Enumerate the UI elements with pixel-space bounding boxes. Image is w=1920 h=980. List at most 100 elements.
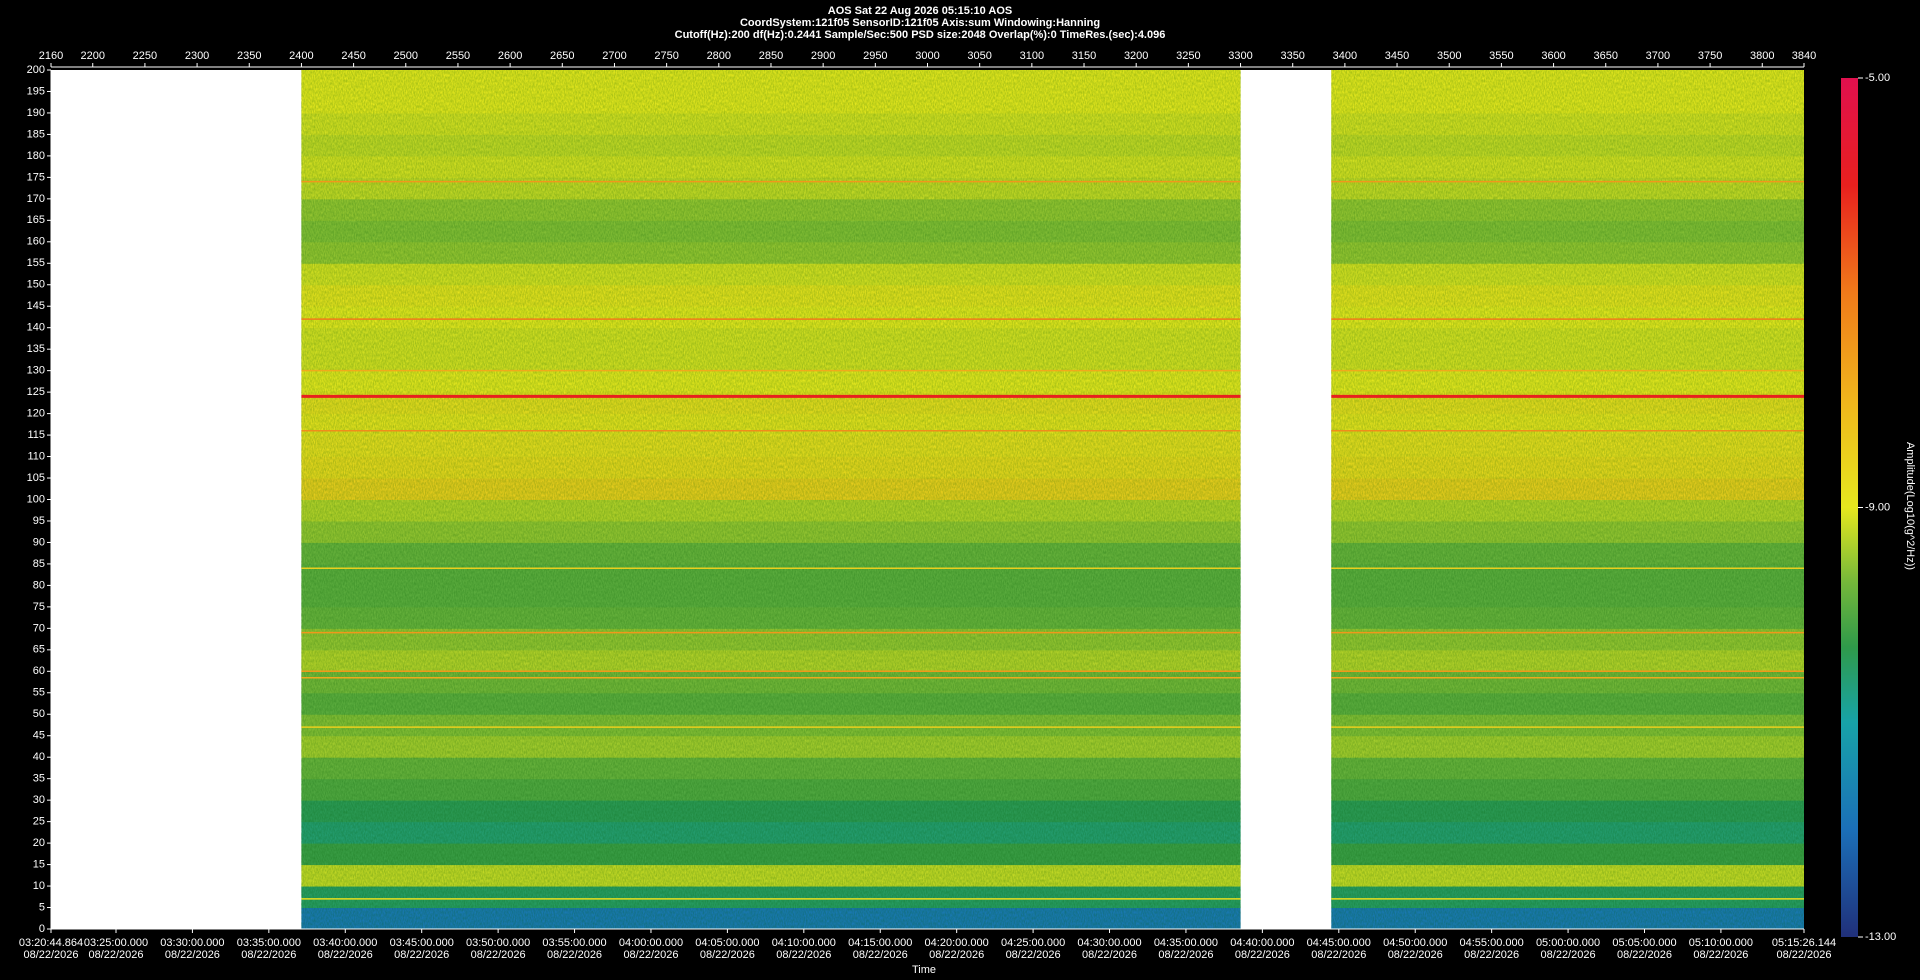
colorbar xyxy=(1841,78,1858,937)
time-tick-label: 03:55:00.000 xyxy=(542,937,606,949)
time-tick-date: 08/22/2026 xyxy=(165,949,220,961)
y-tick-label: 165 xyxy=(27,214,45,226)
x-tick-label: 3600 xyxy=(1541,50,1565,62)
time-tick-label: 04:35:00.000 xyxy=(1154,937,1218,949)
time-tick-date: 08/22/2026 xyxy=(929,949,984,961)
x-tick-label: 2700 xyxy=(602,50,626,62)
y-tick-label: 0 xyxy=(39,923,45,935)
y-tick-label: 105 xyxy=(27,472,45,484)
time-tick-label: 04:45:00.000 xyxy=(1307,937,1371,949)
y-tick-label: 130 xyxy=(27,365,45,377)
time-tick-label: 03:35:00.000 xyxy=(237,937,301,949)
colorbar-label: Amplitude(Log10(g^2/Hz)) xyxy=(1904,442,1916,570)
y-tick-label: 55 xyxy=(33,687,45,699)
y-tick-label: 5 xyxy=(39,901,45,913)
time-tick-label: 04:00:00.000 xyxy=(619,937,683,949)
time-tick-label: 04:40:00.000 xyxy=(1230,937,1294,949)
y-tick-label: 30 xyxy=(33,794,45,806)
y-tick-label: 35 xyxy=(33,773,45,785)
time-tick-date: 08/22/2026 xyxy=(1388,949,1443,961)
y-tick-label: 70 xyxy=(33,622,45,634)
y-tick-label: 75 xyxy=(33,601,45,613)
x-tick-label: 2500 xyxy=(394,50,418,62)
time-tick-date: 08/22/2026 xyxy=(1158,949,1213,961)
chart-title: AOS Sat 22 Aug 2026 05:15:10 AOS xyxy=(828,5,1012,17)
time-tick-date: 08/22/2026 xyxy=(776,949,831,961)
y-tick-label: 40 xyxy=(33,751,45,763)
time-tick-label: 03:20:44.864 xyxy=(19,937,83,949)
y-tick-label: 15 xyxy=(33,858,45,870)
time-tick-date: 08/22/2026 xyxy=(1776,949,1831,961)
time-tick-label: 04:30:00.000 xyxy=(1077,937,1141,949)
y-tick-label: 150 xyxy=(27,279,45,291)
x-tick-label: 3000 xyxy=(915,50,939,62)
y-tick-label: 200 xyxy=(27,64,45,76)
y-tick-label: 135 xyxy=(27,343,45,355)
y-tick-label: 85 xyxy=(33,558,45,570)
x-axis-label: Time xyxy=(912,964,936,976)
y-tick-label: 45 xyxy=(33,730,45,742)
time-tick-date: 08/22/2026 xyxy=(471,949,526,961)
time-tick-date: 08/22/2026 xyxy=(547,949,602,961)
time-tick-date: 08/22/2026 xyxy=(23,949,78,961)
time-tick-date: 08/22/2026 xyxy=(623,949,678,961)
x-tick-label: 3840 xyxy=(1792,50,1816,62)
y-tick-label: 170 xyxy=(27,193,45,205)
time-tick-date: 08/22/2026 xyxy=(88,949,143,961)
y-tick-label: 10 xyxy=(33,880,45,892)
x-tick-label: 2850 xyxy=(759,50,783,62)
time-tick-label: 04:20:00.000 xyxy=(925,937,989,949)
noise-texture xyxy=(301,70,1241,929)
time-tick-label: 04:25:00.000 xyxy=(1001,937,1065,949)
x-tick-label: 3400 xyxy=(1333,50,1357,62)
colorbar-tick-label: -9.00 xyxy=(1865,501,1890,513)
time-tick-date: 08/22/2026 xyxy=(1311,949,1366,961)
y-tick-label: 180 xyxy=(27,150,45,162)
x-tick-label: 3800 xyxy=(1750,50,1774,62)
time-tick-date: 08/22/2026 xyxy=(394,949,449,961)
x-tick-label: 2750 xyxy=(654,50,678,62)
time-tick-label: 04:05:00.000 xyxy=(695,937,759,949)
time-tick-label: 03:45:00.000 xyxy=(390,937,454,949)
x-tick-label: 2160 xyxy=(39,50,63,62)
time-tick-date: 08/22/2026 xyxy=(853,949,908,961)
y-tick-label: 95 xyxy=(33,515,45,527)
x-tick-label: 3150 xyxy=(1072,50,1096,62)
y-tick-label: 145 xyxy=(27,300,45,312)
chart-subtitle: Cutoff(Hz):200 df(Hz):0.2441 Sample/Sec:… xyxy=(675,29,1166,41)
x-tick-label: 3200 xyxy=(1124,50,1148,62)
time-tick-label: 03:30:00.000 xyxy=(160,937,224,949)
time-tick-date: 08/22/2026 xyxy=(1464,949,1519,961)
x-tick-label: 2950 xyxy=(863,50,887,62)
y-tick-label: 160 xyxy=(27,236,45,248)
y-tick-label: 185 xyxy=(27,128,45,140)
time-tick-label: 04:15:00.000 xyxy=(848,937,912,949)
time-tick-date: 08/22/2026 xyxy=(318,949,373,961)
y-tick-label: 80 xyxy=(33,579,45,591)
x-tick-label: 2250 xyxy=(133,50,157,62)
x-tick-label: 3750 xyxy=(1698,50,1722,62)
time-tick-date: 08/22/2026 xyxy=(1235,949,1290,961)
x-tick-label: 3650 xyxy=(1594,50,1618,62)
x-tick-label: 3700 xyxy=(1646,50,1670,62)
x-tick-label: 3550 xyxy=(1489,50,1513,62)
time-tick-date: 08/22/2026 xyxy=(241,949,296,961)
time-tick-date: 08/22/2026 xyxy=(700,949,755,961)
y-tick-label: 90 xyxy=(33,536,45,548)
time-tick-label: 04:10:00.000 xyxy=(772,937,836,949)
x-tick-label: 3500 xyxy=(1437,50,1461,62)
y-tick-label: 50 xyxy=(33,708,45,720)
x-tick-label: 3450 xyxy=(1385,50,1409,62)
y-tick-label: 25 xyxy=(33,816,45,828)
chart-subtitle: CoordSystem:121f05 SensorID:121f05 Axis:… xyxy=(740,17,1100,29)
y-tick-label: 65 xyxy=(33,644,45,656)
x-tick-label: 3250 xyxy=(1176,50,1200,62)
y-tick-label: 110 xyxy=(27,450,45,462)
colorbar-tick-label: -13.00 xyxy=(1865,931,1896,943)
y-tick-label: 175 xyxy=(27,171,45,183)
x-tick-label: 2800 xyxy=(707,50,731,62)
y-tick-label: 125 xyxy=(27,386,45,398)
y-tick-label: 195 xyxy=(27,85,45,97)
